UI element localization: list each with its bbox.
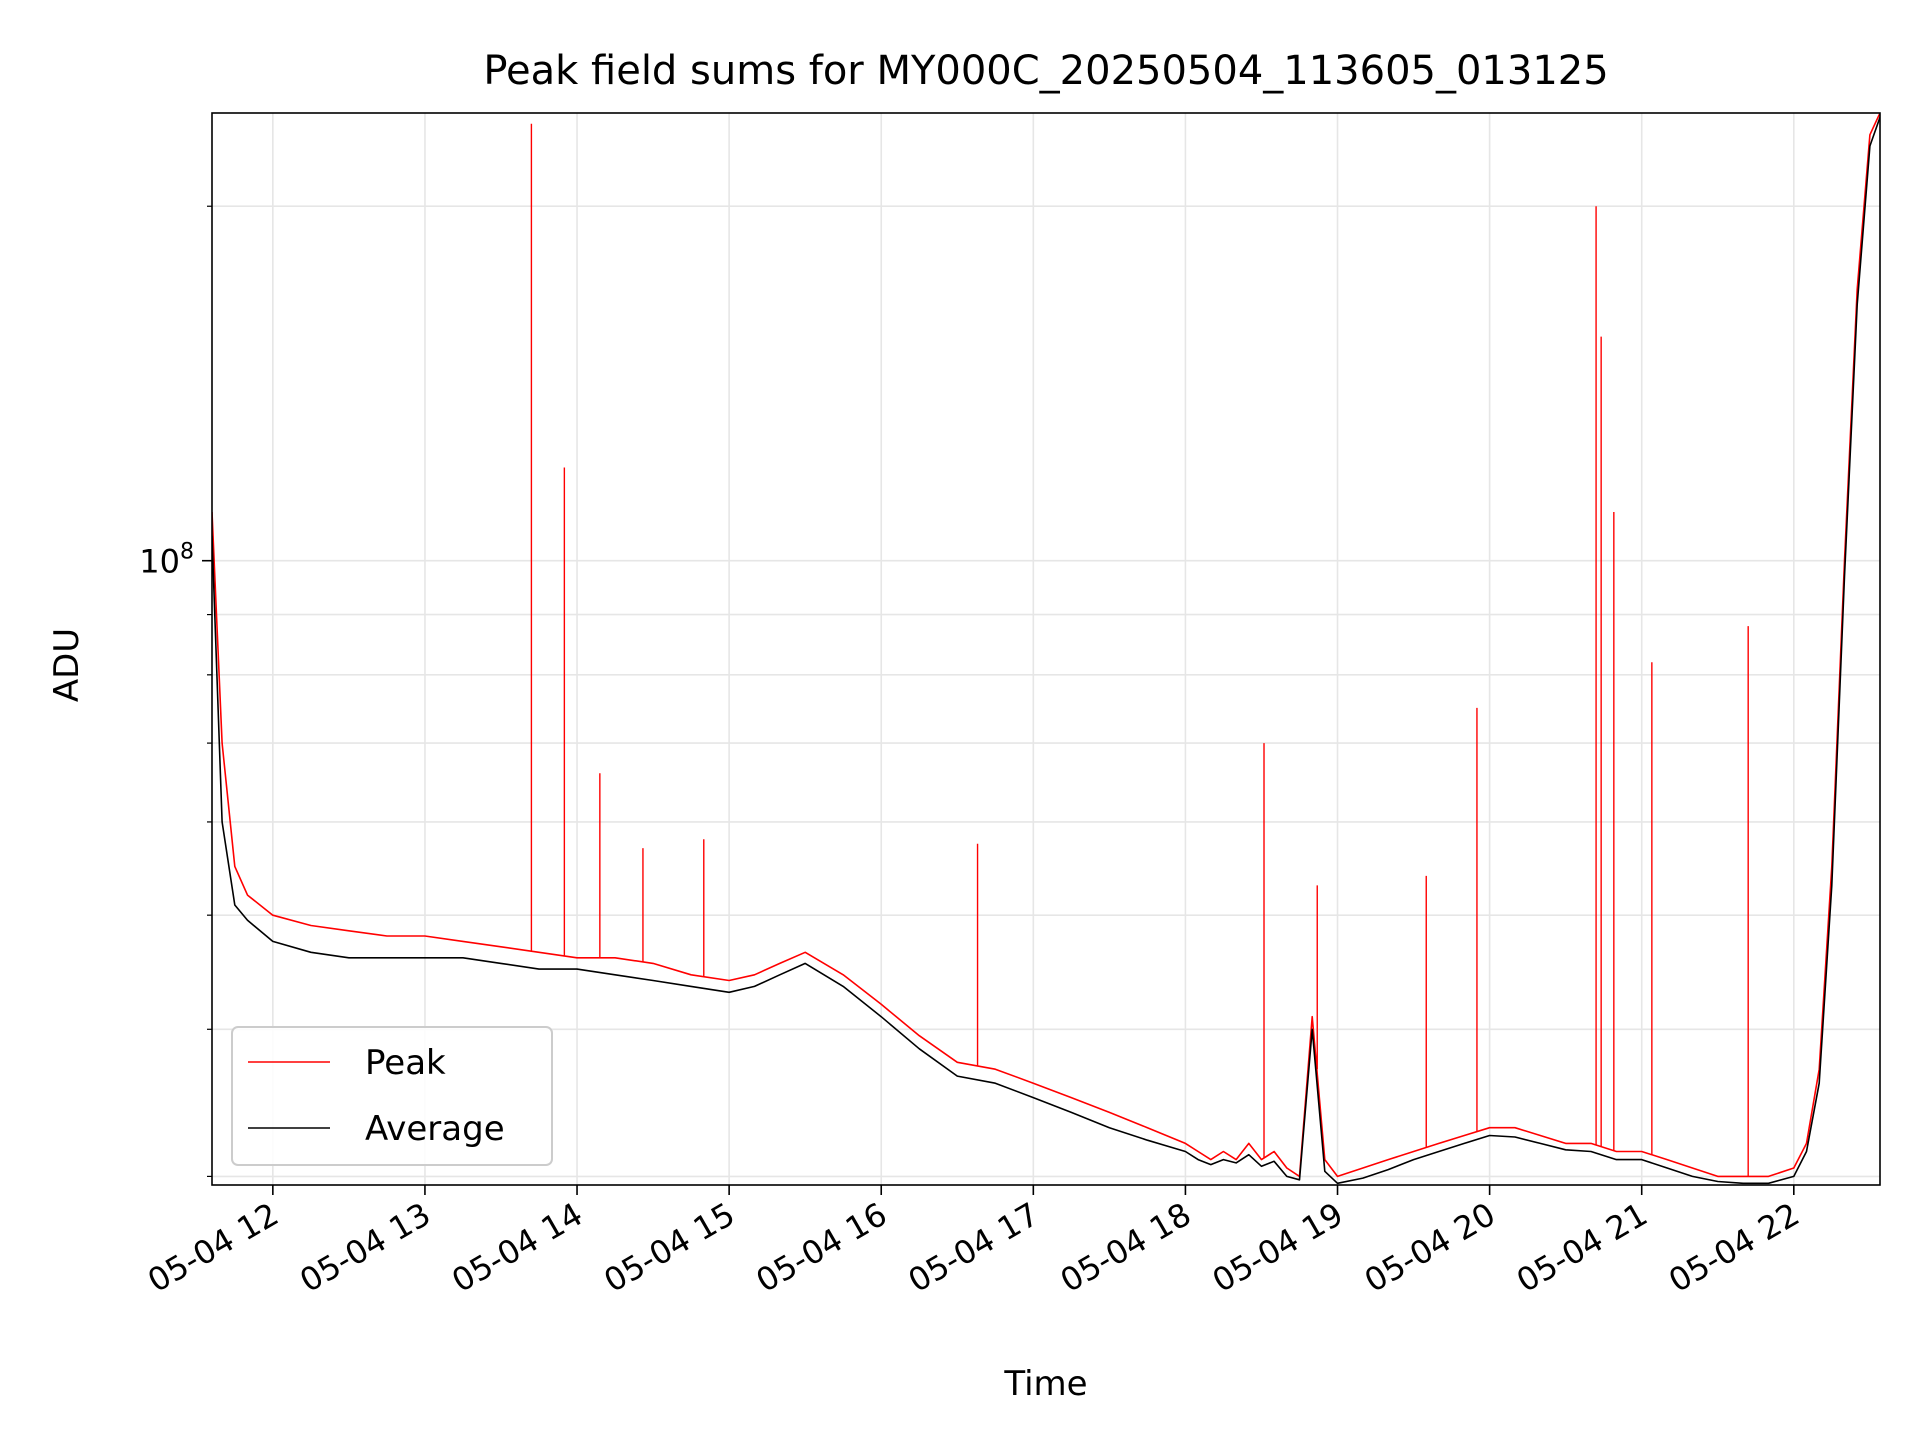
y-axis-label: ADU	[47, 628, 87, 702]
series-line-average	[212, 117, 1880, 1185]
y-tick-label: 108	[139, 540, 194, 581]
plot-frame	[211, 112, 1881, 1186]
chart-title: Peak field sums for MY000C_20250504_1136…	[483, 48, 1608, 94]
legend-peak-label: Peak	[365, 1043, 446, 1083]
grid	[212, 113, 1880, 1185]
plot-area	[212, 113, 1880, 1185]
x-axis-label: Time	[1003, 1364, 1087, 1404]
legend: Peak Average	[231, 1026, 553, 1166]
series-line-peak	[212, 113, 1880, 1178]
legend-average-label: Average	[365, 1109, 505, 1149]
